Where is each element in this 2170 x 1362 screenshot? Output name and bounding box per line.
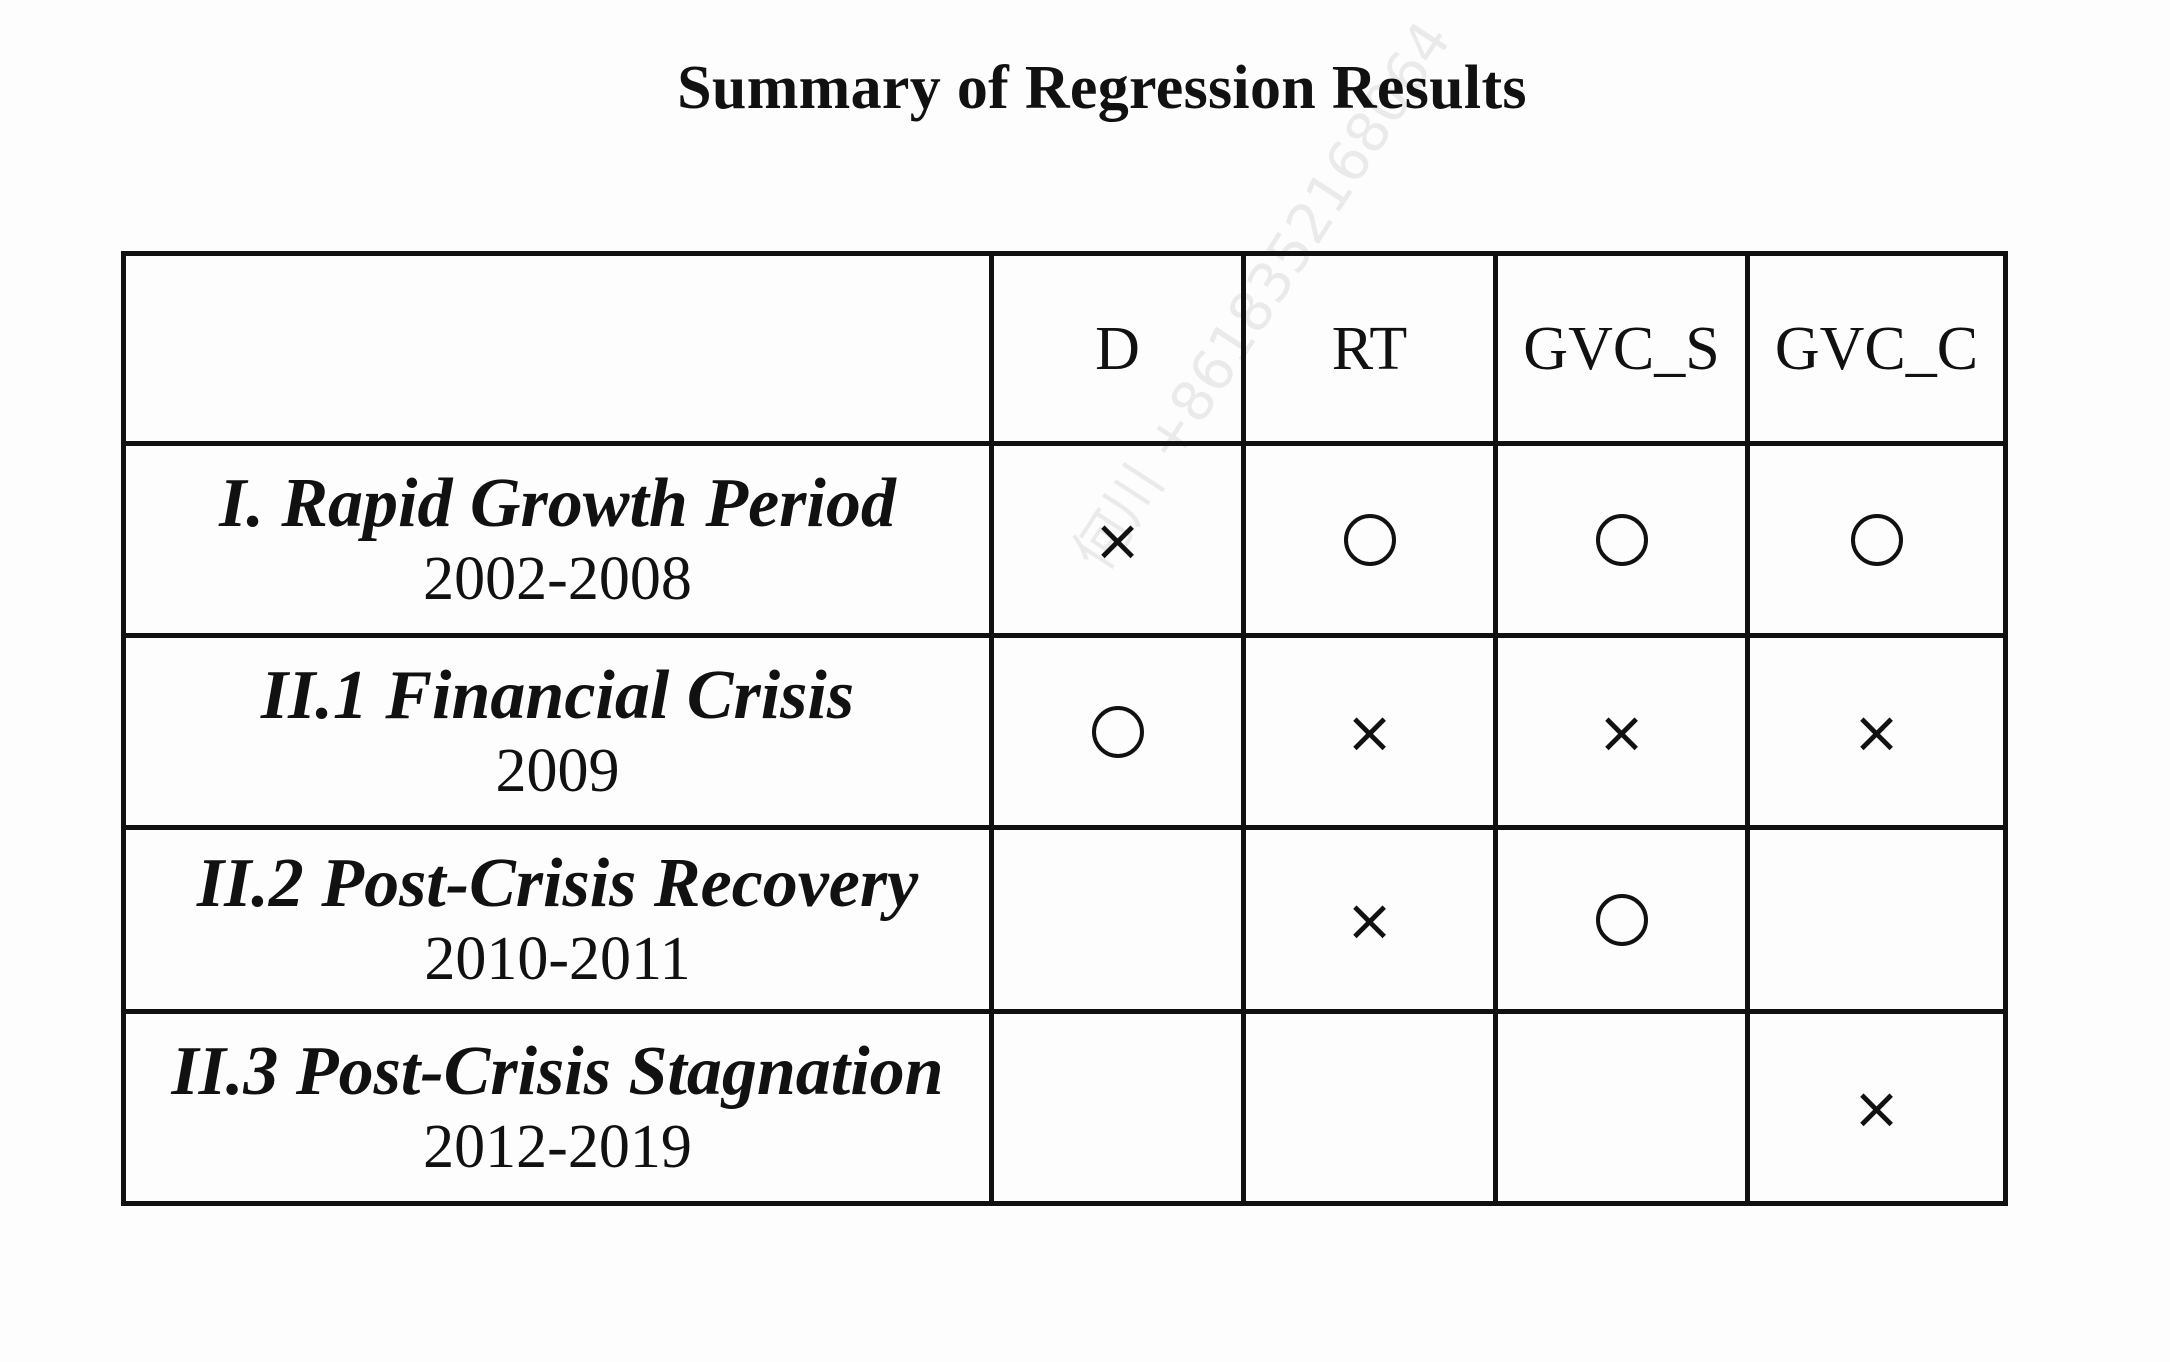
- result-cell-gvc-c: ×: [1745, 633, 2008, 830]
- period-cell: II.2 Post-Crisis Recovery 2010-2011: [121, 825, 994, 1014]
- table-row: I. Rapid Growth Period 2002-2008 × ○ ○ ○: [121, 441, 2008, 638]
- result-glyph: ×: [1597, 697, 1646, 766]
- result-glyph: ×: [1093, 505, 1142, 574]
- result-cell-d: [989, 825, 1246, 1014]
- page-title: Summary of Regression Results: [677, 54, 1527, 122]
- result-mark: ×: [1597, 702, 1646, 762]
- result-cell-gvc-s: [1493, 1009, 1750, 1206]
- column-header-d: D: [989, 251, 1246, 446]
- result-mark: ○: [1595, 893, 1648, 946]
- period-name: II.2 Post-Crisis Recovery: [196, 844, 919, 922]
- result-glyph: ×: [1345, 885, 1394, 954]
- result-cell-rt: ○: [1241, 441, 1498, 638]
- result-glyph: ×: [1852, 697, 1901, 766]
- result-glyph: ×: [1852, 1073, 1901, 1142]
- result-mark: ×: [1345, 890, 1394, 950]
- result-mark: ×: [1345, 702, 1394, 762]
- result-cell-d: ×: [989, 441, 1246, 638]
- period-cell: II.1 Financial Crisis 2009: [121, 633, 994, 830]
- period-cell: II.3 Post-Crisis Stagnation 2012-2019: [121, 1009, 994, 1206]
- period-name: I. Rapid Growth Period: [219, 464, 896, 542]
- result-cell-rt: [1241, 1009, 1498, 1206]
- result-cell-d: [989, 1009, 1246, 1206]
- result-cell-gvc-s: ○: [1493, 441, 1750, 638]
- column-header-gvc-s: GVC_S: [1493, 251, 1750, 446]
- result-cell-d: ○: [989, 633, 1246, 830]
- result-glyph: ×: [1345, 697, 1394, 766]
- table-row: II.1 Financial Crisis 2009 ○ × × ×: [121, 633, 2008, 830]
- table-row: II.3 Post-Crisis Stagnation 2012-2019 ×: [121, 1009, 2008, 1206]
- result-cell-gvc-s: ○: [1493, 825, 1750, 1014]
- period-years: 2002-2008: [423, 544, 692, 613]
- result-mark: ×: [1852, 702, 1901, 762]
- period-years: 2009: [495, 736, 620, 805]
- corner-cell: [121, 251, 994, 446]
- period-cell: I. Rapid Growth Period 2002-2008: [121, 441, 994, 638]
- result-cell-rt: ×: [1241, 825, 1498, 1014]
- period-name: II.1 Financial Crisis: [260, 656, 855, 734]
- period-years: 2012-2019: [423, 1112, 692, 1181]
- result-mark: ○: [1850, 513, 1903, 566]
- table-row: II.2 Post-Crisis Recovery 2010-2011 × ○: [121, 825, 2008, 1014]
- result-cell-rt: ×: [1241, 633, 1498, 830]
- period-name: II.3 Post-Crisis Stagnation: [171, 1032, 944, 1110]
- result-mark: ○: [1091, 705, 1144, 758]
- result-mark: ○: [1595, 513, 1648, 566]
- column-header-rt: RT: [1241, 251, 1498, 446]
- table-header-row: D RT GVC_S GVC_C: [121, 251, 2008, 446]
- result-cell-gvc-c: ×: [1745, 1009, 2008, 1206]
- result-mark: ×: [1852, 1078, 1901, 1138]
- result-mark: ○: [1343, 513, 1396, 566]
- result-cell-gvc-c: [1745, 825, 2008, 1014]
- column-header-gvc-c: GVC_C: [1745, 251, 2008, 446]
- result-cell-gvc-c: ○: [1745, 441, 2008, 638]
- result-cell-gvc-s: ×: [1493, 633, 1750, 830]
- regression-summary-table: D RT GVC_S GVC_C I. Rapid Growth Period …: [121, 251, 2008, 1206]
- result-mark: ×: [1093, 510, 1142, 570]
- period-years: 2010-2011: [424, 924, 691, 993]
